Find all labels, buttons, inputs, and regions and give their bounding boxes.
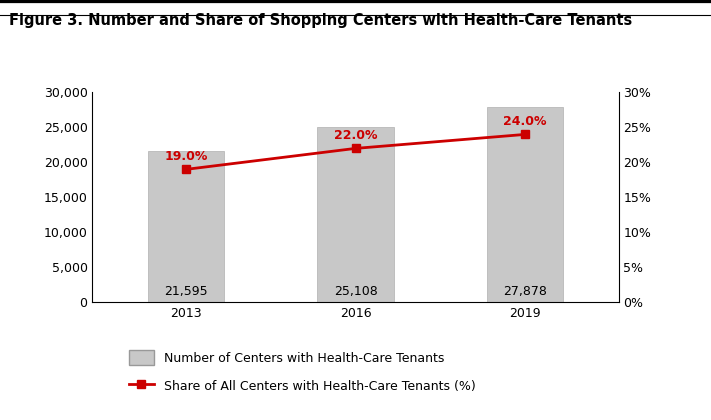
Text: Figure 3. Number and Share of Shopping Centers with Health-Care Tenants: Figure 3. Number and Share of Shopping C…: [9, 13, 633, 28]
Text: 19.0%: 19.0%: [164, 150, 208, 163]
Bar: [317, 127, 394, 302]
Text: 22.0%: 22.0%: [333, 129, 378, 142]
Text: 21,595: 21,595: [164, 285, 208, 298]
Text: 24.0%: 24.0%: [503, 115, 547, 128]
Bar: [148, 151, 224, 302]
Bar: [487, 107, 563, 302]
Text: 25,108: 25,108: [333, 285, 378, 298]
Legend: Number of Centers with Health-Care Tenants, Share of All Centers with Health-Car: Number of Centers with Health-Care Tenan…: [125, 346, 479, 397]
Text: 27,878: 27,878: [503, 285, 547, 298]
